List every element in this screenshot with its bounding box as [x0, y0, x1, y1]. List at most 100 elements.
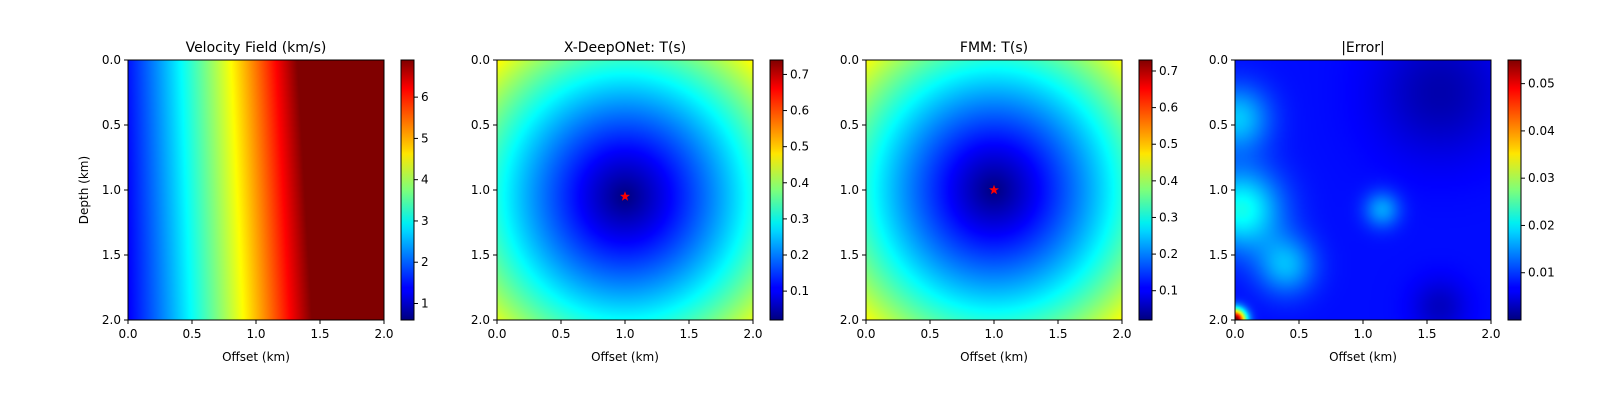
colorbar-tick-label: 0.05: [1528, 77, 1555, 91]
velocity-heatmap: [128, 60, 384, 320]
colorbar-tick-label: 0.7: [1159, 64, 1178, 78]
panel-error: |Error| Offset (km) 0.0 0.5 1.0 1.5 2.0 0.00…: [1209, 40, 1555, 364]
panel-title: Velocity Field (km/s): [186, 40, 327, 56]
y-tick-label: 2.0: [471, 313, 490, 327]
y-tick-label: 0.0: [102, 53, 121, 67]
x-axis-label: Offset (km): [222, 350, 290, 364]
source-marker: [620, 191, 630, 201]
y-ticks: 0.0 0.5 1.0 1.5 2.0: [840, 53, 866, 327]
x-tick-label: 1.5: [1417, 327, 1436, 341]
x-tick-label: 0.0: [1225, 327, 1244, 341]
colorbar-tick-label: 2: [421, 255, 429, 269]
error-heatmap: [1235, 60, 1491, 320]
panel-fmm: FMM: T(s) Offset (km) 0.0 0.5 1.0 1.5 2.0 0.…: [840, 40, 1178, 364]
colorbar-ticks: 0.1 0.2 0.3 0.4 0.5 0.6 0.7: [783, 67, 809, 298]
y-tick-label: 1.5: [1209, 248, 1228, 262]
y-axis-label: Depth (km): [77, 156, 91, 224]
colorbar-tick-label: 5: [421, 131, 429, 145]
x-tick-label: 0.5: [920, 327, 939, 341]
colorbar-tick-label: 4: [421, 173, 429, 187]
colorbar-ticks: 1 2 3 4 5 6: [414, 90, 429, 310]
x-tick-label: 1.5: [1048, 327, 1067, 341]
x-tick-label: 2.0: [1481, 327, 1500, 341]
colorbar: [769, 59, 784, 321]
y-tick-label: 0.0: [1209, 53, 1228, 67]
y-tick-label: 2.0: [102, 313, 121, 327]
x-tick-label: 2.0: [1112, 327, 1131, 341]
colorbar-ticks: 0.01 0.02 0.03 0.04 0.05: [1521, 77, 1555, 280]
x-ticks: 0.0 0.5 1.0 1.5 2.0: [487, 320, 763, 341]
colorbar-tick-label: 0.3: [1159, 210, 1178, 224]
colorbar-tick-label: 0.2: [790, 248, 809, 262]
colorbar-tick-label: 0.01: [1528, 266, 1555, 280]
colorbar-tick-label: 0.5: [1159, 137, 1178, 151]
y-tick-label: 1.0: [102, 183, 121, 197]
panel-velocity: Velocity Field (km/s) Offset (km) Depth …: [77, 40, 429, 364]
colorbar-tick-label: 0.3: [790, 212, 809, 226]
panel-title: FMM: T(s): [960, 40, 1028, 56]
x-axis-label: Offset (km): [591, 350, 659, 364]
colorbar-tick-label: 3: [421, 214, 429, 228]
x-tick-label: 1.5: [310, 327, 329, 341]
x-tick-label: 1.0: [1353, 327, 1372, 341]
colorbar-tick-label: 0.5: [790, 140, 809, 154]
colorbar-tick-label: 0.6: [1159, 101, 1178, 115]
x-tick-label: 0.5: [1289, 327, 1308, 341]
colorbar-tick-label: 0.7: [790, 67, 809, 81]
colorbar-tick-label: 0.2: [1159, 247, 1178, 261]
x-ticks: 0.0 0.5 1.0 1.5 2.0: [856, 320, 1132, 341]
y-tick-label: 2.0: [1209, 313, 1228, 327]
y-tick-label: 1.0: [840, 183, 859, 197]
y-ticks: 0.0 0.5 1.0 1.5 2.0: [1209, 53, 1235, 327]
y-tick-label: 1.5: [471, 248, 490, 262]
y-tick-label: 1.0: [471, 183, 490, 197]
y-tick-label: 1.0: [1209, 183, 1228, 197]
colorbar-ticks: 0.1 0.2 0.3 0.4 0.5 0.6 0.7: [1152, 64, 1178, 298]
colorbar-tick-label: 6: [421, 90, 429, 104]
x-axis-label: Offset (km): [960, 350, 1028, 364]
colorbar-tick-label: 0.02: [1528, 218, 1555, 232]
colorbar-tick-label: 0.4: [790, 176, 809, 190]
y-tick-label: 1.5: [102, 248, 121, 262]
y-tick-label: 0.0: [840, 53, 859, 67]
x-ticks: 0.0 0.5 1.0 1.5 2.0: [1225, 320, 1501, 341]
colorbar-tick-label: 0.1: [790, 284, 809, 298]
source-star-icon: [989, 184, 999, 195]
colorbar-tick-label: 0.04: [1528, 124, 1555, 138]
x-tick-label: 2.0: [374, 327, 393, 341]
panel-xdeeponet: X-DeepONet: T(s) Offset (km) 0.0 0.5 1.0 1.…: [471, 40, 809, 364]
y-ticks: 0.0 0.5 1.0 1.5 2.0: [102, 53, 128, 327]
colorbar-tick-label: 0.4: [1159, 174, 1178, 188]
colorbar: [400, 59, 415, 321]
x-tick-label: 0.0: [856, 327, 875, 341]
x-ticks: 0.0 0.5 1.0 1.5 2.0: [118, 320, 394, 341]
y-tick-label: 0.5: [471, 118, 490, 132]
x-tick-label: 0.5: [551, 327, 570, 341]
y-tick-label: 1.5: [840, 248, 859, 262]
panel-title: X-DeepONet: T(s): [564, 40, 686, 56]
panel-title: |Error|: [1341, 40, 1385, 56]
y-tick-label: 2.0: [840, 313, 859, 327]
x-axis-label: Offset (km): [1329, 350, 1397, 364]
x-tick-label: 2.0: [743, 327, 762, 341]
x-tick-label: 1.0: [246, 327, 265, 341]
colorbar-tick-label: 1: [421, 296, 429, 310]
colorbar-tick-label: 0.1: [1159, 284, 1178, 298]
x-tick-label: 0.0: [118, 327, 137, 341]
y-tick-label: 0.5: [102, 118, 121, 132]
colorbar: [1138, 59, 1153, 321]
x-tick-label: 0.5: [182, 327, 201, 341]
y-tick-label: 0.5: [840, 118, 859, 132]
colorbar-tick-label: 0.03: [1528, 171, 1555, 185]
y-tick-label: 0.0: [471, 53, 490, 67]
x-tick-label: 1.0: [984, 327, 1003, 341]
colorbar-tick-label: 0.6: [790, 104, 809, 118]
y-ticks: 0.0 0.5 1.0 1.5 2.0: [471, 53, 497, 327]
source-marker: [989, 184, 999, 195]
y-tick-label: 0.5: [1209, 118, 1228, 132]
x-tick-label: 1.5: [679, 327, 698, 341]
x-tick-label: 0.0: [487, 327, 506, 341]
colorbar: [1507, 59, 1522, 321]
source-star-icon: [620, 191, 630, 201]
